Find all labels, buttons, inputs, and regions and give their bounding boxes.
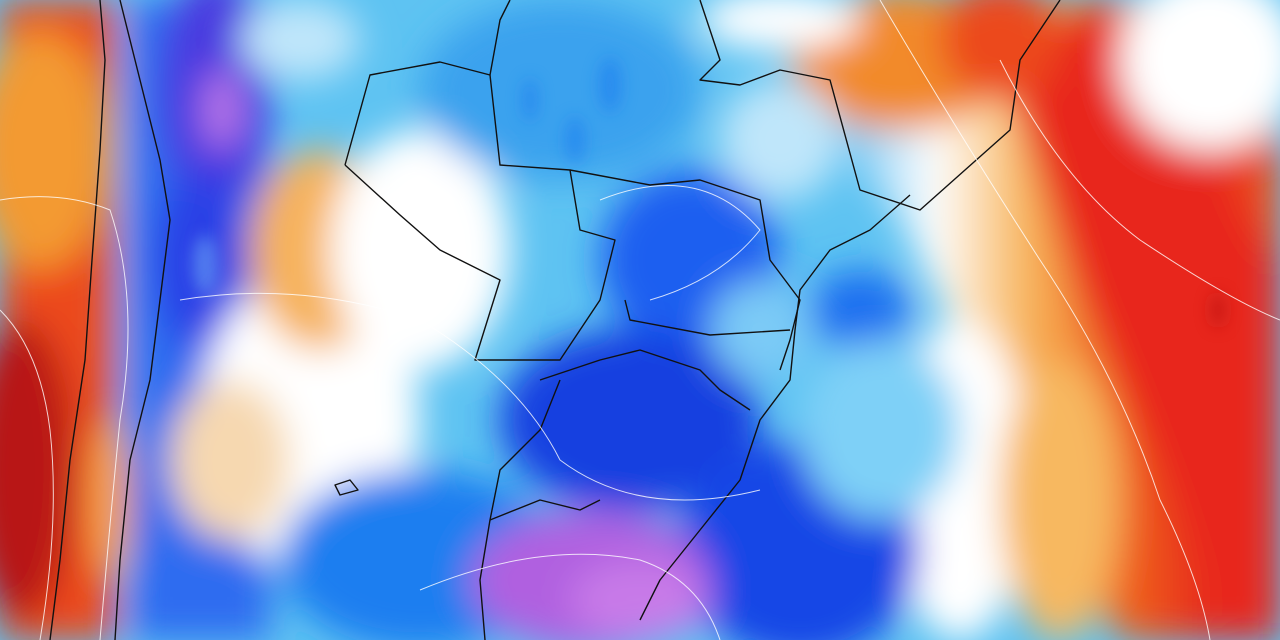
- coastline-west: [49, 0, 106, 640]
- contour-detail: [193, 57, 1226, 328]
- isotherm: [179, 292, 761, 501]
- border-bolivia: [344, 0, 511, 166]
- border-states: [699, 0, 1061, 211]
- isotherm: [0, 309, 54, 640]
- isotherm: [599, 184, 761, 301]
- border-rs: [539, 349, 751, 411]
- border-sc: [624, 299, 791, 336]
- border-river: [489, 499, 601, 521]
- isotherm: [879, 0, 1211, 640]
- border-brazil-inner: [569, 169, 801, 371]
- border-paraguay: [344, 74, 616, 361]
- isotherm: [0, 196, 129, 640]
- coastline-east: [639, 194, 911, 621]
- isotherm: [419, 553, 721, 640]
- borders: [49, 0, 1061, 640]
- border-uruguay: [479, 379, 561, 640]
- border-andes: [114, 0, 171, 640]
- isotherm: [999, 59, 1280, 321]
- lake: [334, 479, 359, 496]
